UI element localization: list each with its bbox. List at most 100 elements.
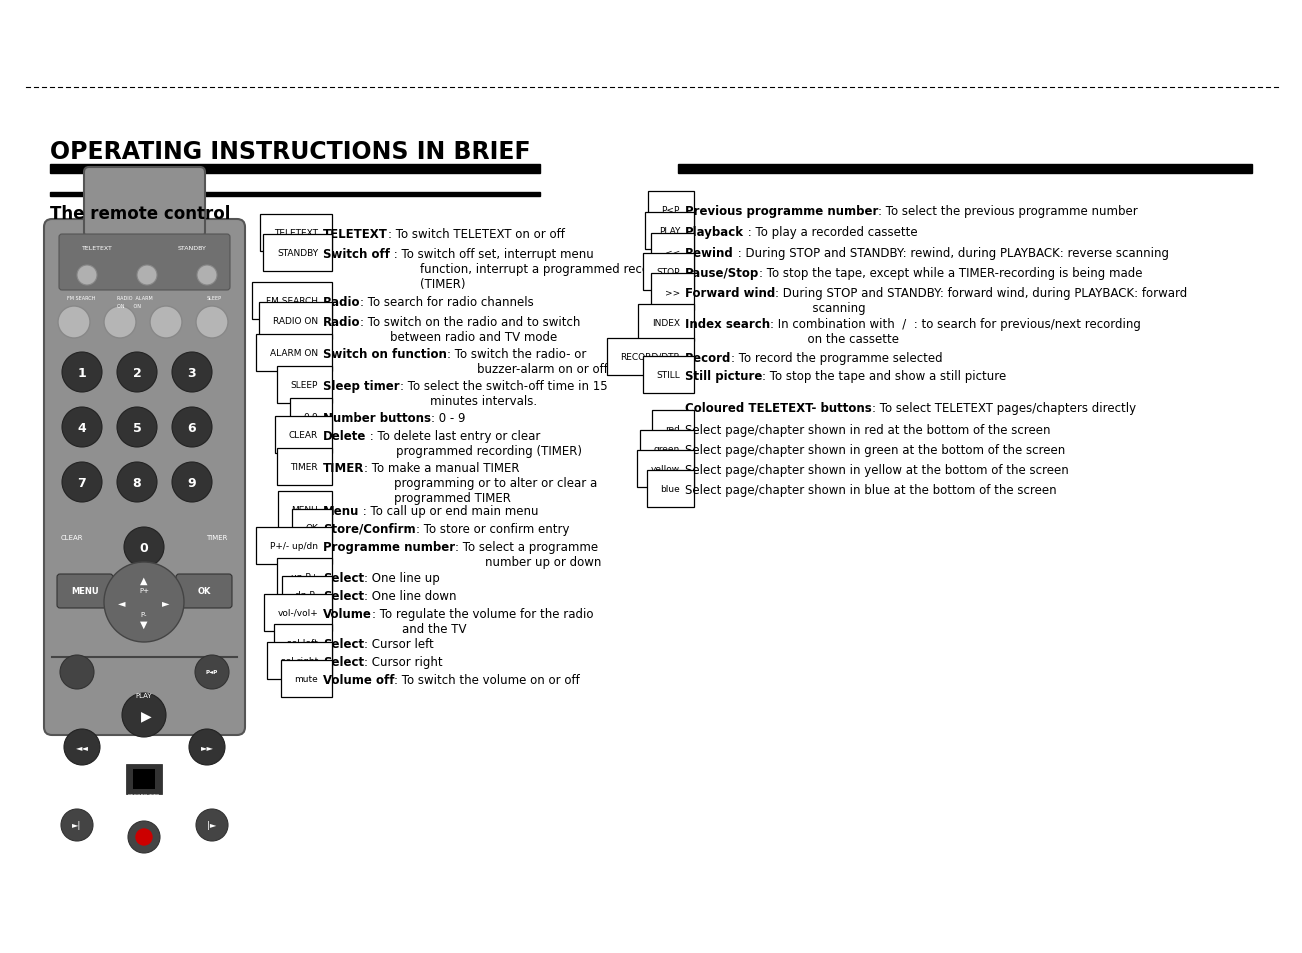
FancyBboxPatch shape <box>85 168 204 237</box>
Text: Menu: Menu <box>323 504 359 517</box>
Text: Select: Select <box>323 656 365 668</box>
Circle shape <box>60 656 94 689</box>
Text: : In combination with  /  : to search for previous/next recording
          on t: : In combination with / : to search for … <box>769 317 1141 346</box>
Text: ►|: ►| <box>73 821 82 830</box>
Text: : To switch off set, interrupt menu
        function, interrupt a programmed rec: : To switch off set, interrupt menu func… <box>391 248 680 291</box>
Text: >>: >> <box>665 288 680 296</box>
Text: 4: 4 <box>78 422 86 435</box>
Text: sel right: sel right <box>281 657 318 665</box>
Text: : To call up or end main menu: : To call up or end main menu <box>359 504 539 517</box>
Circle shape <box>172 462 212 502</box>
Text: STILL: STILL <box>203 801 220 805</box>
Circle shape <box>137 266 158 286</box>
Text: : To store or confirm entry: : To store or confirm entry <box>415 522 569 536</box>
Text: 8: 8 <box>133 477 142 490</box>
Text: Playback: Playback <box>685 226 743 239</box>
Circle shape <box>135 829 152 845</box>
Text: Switch off: Switch off <box>323 248 391 261</box>
Circle shape <box>104 307 135 338</box>
Text: P+: P+ <box>139 587 148 594</box>
Text: : To select the switch-off time in 15
        minutes intervals.: : To select the switch-off time in 15 mi… <box>400 379 607 408</box>
Text: 3: 3 <box>187 367 197 380</box>
Circle shape <box>62 353 102 393</box>
Text: 5: 5 <box>133 422 142 435</box>
Text: Radio: Radio <box>323 315 361 329</box>
Text: : One line up: : One line up <box>365 572 440 584</box>
Text: sel left: sel left <box>288 639 318 647</box>
Text: SLEEP: SLEEP <box>207 295 223 301</box>
Text: TIMER: TIMER <box>323 461 365 475</box>
Text: <<: << <box>665 248 680 256</box>
Text: : To record the programme selected: : To record the programme selected <box>732 352 943 365</box>
Circle shape <box>197 307 228 338</box>
Text: 2: 2 <box>133 367 142 380</box>
Text: : To stop the tape, except while a TIMER-recording is being made: : To stop the tape, except while a TIMER… <box>759 267 1143 280</box>
Text: Forward wind: Forward wind <box>685 287 775 299</box>
Bar <box>49 165 540 173</box>
Text: dn P-: dn P- <box>296 590 318 599</box>
Text: P-: P- <box>141 612 147 618</box>
Text: Pause/Stop: Pause/Stop <box>685 267 759 280</box>
Text: RECORD/DTR: RECORD/DTR <box>128 793 160 798</box>
Circle shape <box>104 562 184 642</box>
Text: Previous programme number: Previous programme number <box>685 205 879 218</box>
Text: TELETEXT: TELETEXT <box>82 246 113 251</box>
Text: : To stop the tape and show a still picture: : To stop the tape and show a still pict… <box>763 370 1006 382</box>
Text: OK: OK <box>198 587 211 596</box>
Text: PLAY: PLAY <box>659 227 680 235</box>
FancyBboxPatch shape <box>57 575 113 608</box>
Text: 9: 9 <box>187 477 197 490</box>
Text: P+/- up/dn: P+/- up/dn <box>270 541 318 551</box>
Text: Sleep timer: Sleep timer <box>323 379 400 393</box>
Text: ►: ► <box>163 598 169 607</box>
Text: STOP: STOP <box>656 268 680 276</box>
Text: vol-/vol+: vol-/vol+ <box>277 608 318 618</box>
Text: blue: blue <box>660 484 680 494</box>
Text: : To select the previous programme number: : To select the previous programme numbe… <box>879 205 1138 218</box>
Text: PLAY: PLAY <box>135 692 152 699</box>
Text: SLEEP: SLEEP <box>290 380 318 390</box>
Text: : 0 - 9: : 0 - 9 <box>431 412 466 424</box>
Text: Volume off: Volume off <box>323 673 395 686</box>
Text: : To make a manual TIMER
        programming or to alter or clear a
        prog: : To make a manual TIMER programming or … <box>365 461 598 504</box>
Circle shape <box>117 462 158 502</box>
Text: ▲: ▲ <box>141 576 147 585</box>
Text: up P+: up P+ <box>290 573 318 581</box>
Text: RECORD/DTR: RECORD/DTR <box>620 353 680 361</box>
Text: FM SEARCH: FM SEARCH <box>66 295 95 301</box>
Text: STANDBY: STANDBY <box>178 246 207 251</box>
FancyBboxPatch shape <box>44 220 245 735</box>
Circle shape <box>172 353 212 393</box>
Circle shape <box>64 729 100 765</box>
Text: TIMER: TIMER <box>206 535 228 540</box>
Text: RADIO ON: RADIO ON <box>273 316 318 326</box>
Text: ◄: ◄ <box>118 598 126 607</box>
Text: Coloured TELETEXT- buttons: Coloured TELETEXT- buttons <box>685 401 872 415</box>
Text: : To select a programme
        number up or down: : To select a programme number up or dow… <box>456 540 602 568</box>
Text: ALARM ON: ALARM ON <box>270 349 318 357</box>
Text: : To select TELETEXT pages/chapters directly: : To select TELETEXT pages/chapters dire… <box>872 401 1135 415</box>
Text: : During STOP and STANDBY: forward wind, during PLAYBACK: forward
          scan: : During STOP and STANDBY: forward wind,… <box>775 287 1187 314</box>
Circle shape <box>59 307 90 338</box>
Text: |►: |► <box>207 821 216 830</box>
Text: RADIO  ALARM: RADIO ALARM <box>117 295 152 301</box>
Text: CLEAR: CLEAR <box>61 535 83 540</box>
Text: : To switch TELETEXT on or off: : To switch TELETEXT on or off <box>388 228 565 241</box>
Text: INDEX: INDEX <box>68 801 87 805</box>
Text: Store/Confirm: Store/Confirm <box>323 522 415 536</box>
Text: STILL: STILL <box>656 371 680 379</box>
Text: Select page/chapter shown in yellow at the bottom of the screen: Select page/chapter shown in yellow at t… <box>685 463 1069 476</box>
Text: ON      ON: ON ON <box>117 304 141 309</box>
Text: ▼: ▼ <box>141 619 147 629</box>
Text: 1: 1 <box>78 367 86 380</box>
Text: : To regulate the volume for the radio
        and the TV: : To regulate the volume for the radio a… <box>372 607 594 636</box>
Text: MENU: MENU <box>292 505 318 515</box>
Text: : Cursor right: : Cursor right <box>365 656 443 668</box>
Text: Rewind: Rewind <box>685 247 734 260</box>
Bar <box>678 165 1253 173</box>
Text: The remote control: The remote control <box>49 205 230 223</box>
Text: red: red <box>665 424 680 434</box>
Text: CLEAR: CLEAR <box>289 431 318 439</box>
Text: INDEX: INDEX <box>652 318 680 328</box>
Circle shape <box>172 408 212 448</box>
